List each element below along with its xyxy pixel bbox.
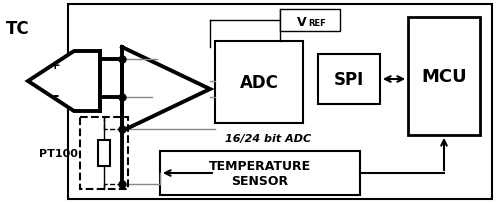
Text: ADC: ADC <box>240 74 279 92</box>
Text: SENSOR: SENSOR <box>232 175 288 188</box>
Text: V: V <box>298 16 307 28</box>
Bar <box>408 18 480 135</box>
Text: 16/24 bit ADC: 16/24 bit ADC <box>225 133 311 143</box>
Text: +: + <box>50 59 60 72</box>
Bar <box>68 5 492 199</box>
Polygon shape <box>122 48 210 131</box>
Bar <box>160 151 360 195</box>
Text: PT100: PT100 <box>39 148 78 158</box>
Bar <box>80 118 128 189</box>
Text: SPI: SPI <box>334 71 364 89</box>
Bar <box>318 55 380 104</box>
Bar <box>98 140 110 166</box>
Text: REF: REF <box>308 19 326 28</box>
Bar <box>280 10 340 32</box>
Text: TC: TC <box>6 20 30 38</box>
Bar <box>215 42 303 123</box>
Text: -: - <box>52 88 58 103</box>
Text: TEMPERATURE: TEMPERATURE <box>209 160 311 173</box>
Polygon shape <box>28 52 100 111</box>
Text: MCU: MCU <box>421 68 467 86</box>
